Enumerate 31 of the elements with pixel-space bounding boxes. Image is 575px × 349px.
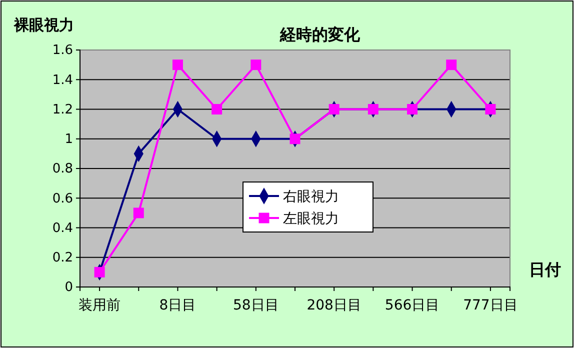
chart-title: 経時的変化 (279, 25, 361, 44)
y-axis-title: 裸眼視力 (13, 16, 74, 34)
point (94, 266, 105, 278)
point (250, 60, 262, 70)
point (407, 104, 418, 114)
y-tick-label: 0.8 (52, 162, 73, 177)
y-tick-label: 1.2 (52, 102, 73, 118)
y-tick-label: 0.4 (52, 220, 73, 236)
legend-label: 左眼視力 (283, 211, 339, 227)
y-tick-label: 1 (64, 132, 73, 148)
y-tick-label: 1.4 (52, 72, 73, 88)
y-tick-label: 0.6 (52, 191, 73, 206)
point (290, 134, 300, 144)
point (368, 104, 378, 114)
x-tick-label: 8日目 (159, 297, 196, 314)
x-tick-label: 58日目 (232, 297, 279, 314)
point (328, 104, 340, 114)
point (446, 60, 457, 70)
point (133, 208, 144, 218)
y-tick-label: 1.6 (52, 43, 73, 58)
point (172, 60, 183, 70)
x-tick-label: 装用前 (78, 297, 121, 314)
x-axis-title: 日付 (529, 260, 561, 279)
y-tick-label: 0.2 (52, 250, 73, 266)
point (485, 104, 496, 114)
x-tick-label: 566日目 (384, 297, 440, 314)
y-tick-label: 0 (64, 280, 73, 296)
point (212, 104, 222, 114)
x-tick-label: 777日目 (463, 297, 518, 314)
legend-label: 右眼視力 (283, 189, 339, 205)
x-tick-label: 208日目 (306, 297, 362, 314)
